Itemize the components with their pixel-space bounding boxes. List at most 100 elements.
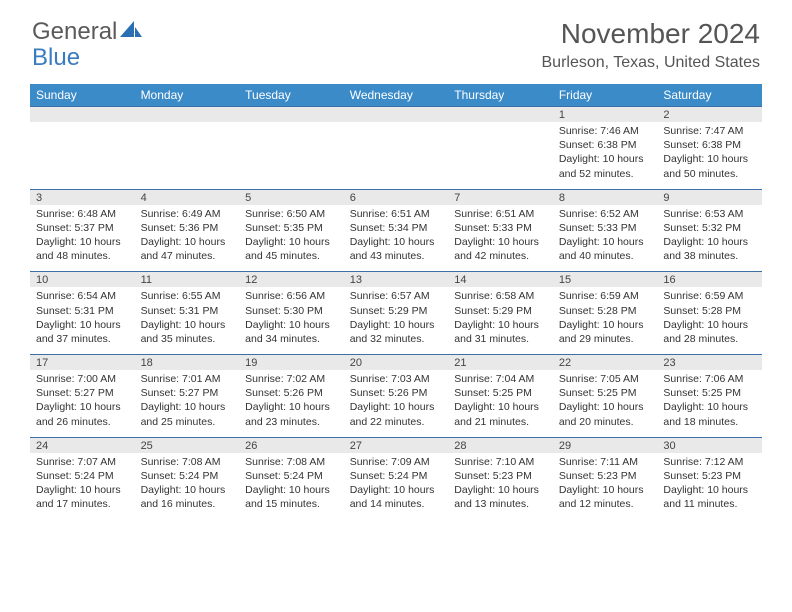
day-info-line: Sunrise: 6:53 AM (663, 207, 756, 221)
day-content-cell: Sunrise: 7:01 AMSunset: 5:27 PMDaylight:… (135, 370, 240, 437)
day-number-cell (448, 106, 553, 122)
day-info-line: and 21 minutes. (454, 415, 547, 429)
day-info-line: Daylight: 10 hours (559, 235, 652, 249)
day-content-cell: Sunrise: 7:02 AMSunset: 5:26 PMDaylight:… (239, 370, 344, 437)
day-info-line: Daylight: 10 hours (141, 235, 234, 249)
day-info-line: and 26 minutes. (36, 415, 129, 429)
week-content-row: Sunrise: 7:00 AMSunset: 5:27 PMDaylight:… (30, 370, 762, 437)
day-number-cell (344, 106, 449, 122)
location-text: Burleson, Texas, United States (542, 54, 761, 72)
day-info-line: Sunrise: 6:49 AM (141, 207, 234, 221)
day-info-line: Sunrise: 6:59 AM (663, 289, 756, 303)
day-number-cell: 6 (344, 189, 449, 205)
day-content-cell (30, 122, 135, 189)
day-info-line: Sunrise: 6:59 AM (559, 289, 652, 303)
day-info-line: and 43 minutes. (350, 249, 443, 263)
day-number-cell: 12 (239, 271, 344, 287)
day-content-cell: Sunrise: 6:56 AMSunset: 5:30 PMDaylight:… (239, 287, 344, 354)
day-number-cell: 1 (553, 106, 658, 122)
day-number-cell: 16 (657, 271, 762, 287)
day-info-line: and 50 minutes. (663, 167, 756, 181)
day-number-cell: 14 (448, 271, 553, 287)
day-info-line: Daylight: 10 hours (559, 318, 652, 332)
day-info-line: Sunrise: 7:08 AM (245, 455, 338, 469)
day-content-cell: Sunrise: 7:47 AMSunset: 6:38 PMDaylight:… (657, 122, 762, 189)
day-info-line: and 52 minutes. (559, 167, 652, 181)
day-info-line: Daylight: 10 hours (141, 318, 234, 332)
day-info-line: Sunset: 5:31 PM (141, 304, 234, 318)
day-info-line: Sunrise: 7:07 AM (36, 455, 129, 469)
day-number-cell: 26 (239, 437, 344, 453)
day-info-line: and 47 minutes. (141, 249, 234, 263)
day-number-cell: 10 (30, 271, 135, 287)
week-content-row: Sunrise: 7:07 AM Sunset: 5:24 PM Daylight:… (30, 453, 762, 520)
day-info-line: Sunrise: 6:58 AM (454, 289, 547, 303)
day-content-cell: Sunrise: 7:11 AMSunset: 5:23 PMDaylight:… (553, 453, 658, 520)
day-info-line: Sunset: 5:28 PM (559, 304, 652, 318)
day-header-cell: Wednesday (344, 84, 449, 106)
day-info-line: and 14 minutes. (350, 497, 443, 511)
day-content-cell: Sunrise: 7:06 AMSunset: 5:25 PMDaylight:… (657, 370, 762, 437)
day-number-cell (135, 106, 240, 122)
day-info-line: Sunset: 5:35 PM (245, 221, 338, 235)
day-info-line: Sunrise: 7:01 AM (141, 372, 234, 386)
day-info-line: Daylight: 10 hours (245, 235, 338, 249)
day-info-line: Daylight: 10 hours (36, 235, 129, 249)
week-daynum-row: 24252627282930 (30, 437, 762, 453)
day-info-line: Sunrise: 7:03 AM (350, 372, 443, 386)
day-content-cell: Sunrise: 6:59 AMSunset: 5:28 PMDaylight:… (553, 287, 658, 354)
day-number-cell: 24 (30, 437, 135, 453)
day-info-line: Sunset: 5:28 PM (663, 304, 756, 318)
day-info-line: Daylight: 10 hours (663, 235, 756, 249)
day-info-line: Sunrise: 7:00 AM (36, 372, 129, 386)
day-number-cell: 29 (553, 437, 658, 453)
day-info-line: Sunset: 5:31 PM (36, 304, 129, 318)
day-info-line: Daylight: 10 hours (663, 318, 756, 332)
day-content-cell: Sunrise: 6:58 AMSunset: 5:29 PMDaylight:… (448, 287, 553, 354)
day-info-line: and 40 minutes. (559, 249, 652, 263)
day-number-cell: 7 (448, 189, 553, 205)
day-info-line: Sunrise: 6:51 AM (350, 207, 443, 221)
week-daynum-row: 12 (30, 106, 762, 122)
day-content-cell: Sunrise: 6:50 AMSunset: 5:35 PMDaylight:… (239, 205, 344, 272)
day-content-cell (448, 122, 553, 189)
day-header-row: SundayMondayTuesdayWednesdayThursdayFrid… (30, 84, 762, 106)
day-info-line: Sunset: 5:25 PM (559, 386, 652, 400)
day-number-cell (30, 106, 135, 122)
day-info-line: Daylight: 10 hours (454, 400, 547, 414)
day-info-line: Sunrise: 6:54 AM (36, 289, 129, 303)
day-info-line: Daylight: 10 hours (245, 400, 338, 414)
day-info-line: Sunrise: 7:06 AM (663, 372, 756, 386)
day-content-cell: Sunrise: 7:10 AMSunset: 5:23 PMDaylight:… (448, 453, 553, 520)
day-info-line: and 17 minutes. (36, 497, 129, 511)
day-number-cell: 15 (553, 271, 658, 287)
week-daynum-row: 3456789 (30, 189, 762, 205)
day-info-line: and 37 minutes. (36, 332, 129, 346)
logo: General (32, 18, 142, 46)
day-number-cell: 5 (239, 189, 344, 205)
day-info-line: Sunset: 5:23 PM (559, 469, 652, 483)
day-number-cell: 18 (135, 354, 240, 370)
logo-text-general: General (32, 18, 117, 46)
day-info-line: and 31 minutes. (454, 332, 547, 346)
day-info-line: and 12 minutes. (559, 497, 652, 511)
day-content-cell: Sunrise: 7:04 AMSunset: 5:25 PMDaylight:… (448, 370, 553, 437)
day-content-cell: Sunrise: 7:00 AMSunset: 5:27 PMDaylight:… (30, 370, 135, 437)
logo-text-blue: Blue (32, 44, 80, 72)
title-block: November 2024 Burleson, Texas, United St… (542, 18, 761, 72)
day-info-line: Sunset: 5:29 PM (454, 304, 547, 318)
day-info-line: Sunrise: 7:08 AM (141, 455, 234, 469)
week-daynum-row: 10111213141516 (30, 271, 762, 287)
day-number-cell: 2 (657, 106, 762, 122)
day-number-cell: 17 (30, 354, 135, 370)
day-info-line: Sunrise: 7:11 AM (559, 455, 652, 469)
day-content-cell: Sunrise: 6:48 AMSunset: 5:37 PMDaylight:… (30, 205, 135, 272)
day-number-cell: 20 (344, 354, 449, 370)
day-info-line: Daylight: 10 hours (36, 483, 129, 497)
day-content-cell: Sunrise: 7:09 AMSunset: 5:24 PMDaylight:… (344, 453, 449, 520)
day-info-line: Daylight: 10 hours (36, 318, 129, 332)
day-content-cell: Sunrise: 6:52 AMSunset: 5:33 PMDaylight:… (553, 205, 658, 272)
day-number-cell: 30 (657, 437, 762, 453)
day-info-line: Sunset: 5:24 PM (350, 469, 443, 483)
day-info-line: and 35 minutes. (141, 332, 234, 346)
